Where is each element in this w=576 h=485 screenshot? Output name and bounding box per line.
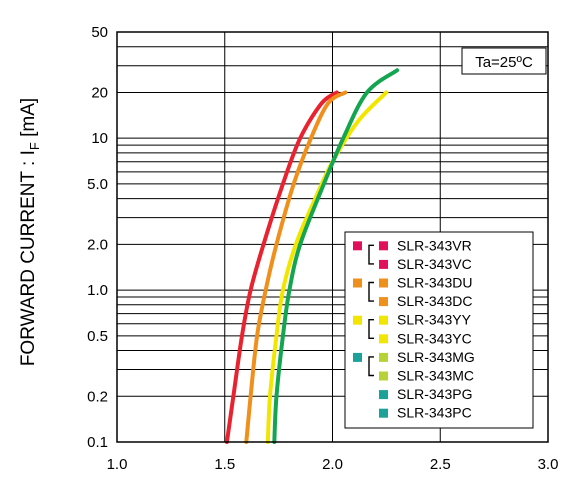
legend-group-swatch [353,241,362,251]
legend-bracket [368,319,374,339]
legend-item-label: SLR-343DU [397,275,472,291]
y-tick-label: 2.0 [87,236,108,253]
y-tick-label: 0.1 [87,434,108,451]
legend-item-swatch [379,259,388,269]
legend-item-label: SLR-343VR [397,237,472,253]
x-tick-label: 2.0 [322,456,343,473]
legend-item-swatch [379,352,388,362]
axes [116,31,549,443]
legend-item-label: SLR-343MG [397,349,475,365]
x-tick-label: 1.0 [107,456,128,473]
legend-bracket [368,244,374,265]
annotation-text: Ta=25ºC [475,54,533,71]
condition-annotation: Ta=25ºC [461,47,547,75]
x-tick-label: 2.5 [430,456,451,473]
legend-bracket [368,281,374,302]
y-tick-label: 0.5 [87,328,108,345]
legend-item-swatch [379,241,388,251]
legend-bracket [368,356,374,377]
x-tick-label: 3.0 [538,456,559,473]
legend-group-swatch [353,315,362,325]
legend-item-swatch [379,334,388,344]
legend: SLR-343VR SLR-343VC SLR-343DU SLR-343DC SLR-… [344,231,534,429]
y-tick-label: 10 [91,130,108,147]
y-tick-labels: 0.1 0.2 0.5 1.0 2.0 5.0 10 20 50 [87,24,108,451]
y-axis-label-unit: [mA] [18,98,39,142]
x-tick-label: 1.5 [214,456,235,473]
y-tick-label: 1.0 [87,282,108,299]
legend-item-label: SLR-343PG [397,386,472,402]
legend-group-swatch [353,352,362,362]
y-tick-label: 20 [91,84,108,101]
legend-item-swatch [379,408,388,418]
legend-box [344,231,534,429]
series-line-3 [265,90,389,444]
legend-item-label: SLR-343YY [397,312,472,328]
series-lines [224,68,400,444]
legend-item-label: SLR-343PC [397,405,472,421]
plot-frame [116,31,549,443]
y-tick-label: 5.0 [87,176,108,193]
series-line-2 [244,90,348,444]
legend-item-swatch [379,390,388,400]
y-tick-label: 50 [91,24,108,41]
y-axis-title: FORWARD CURRENT : IF [mA] [18,98,42,366]
y-axis-label: FORWARD CURRENT : IF [mA] [18,98,42,366]
y-tick-label: 0.2 [87,388,108,405]
legend-group-swatch [353,278,362,288]
x-tick-labels: 1.0 1.5 2.0 2.5 3.0 [107,456,559,473]
legend-item-label: SLR-343YC [397,330,472,346]
legend-item-swatch [379,297,388,307]
legend-item-label: SLR-343VC [397,256,472,272]
series-line-1 [224,90,339,444]
legend-item-swatch [379,371,388,381]
legend-item-swatch [379,278,388,288]
y-axis-label-subscript: F [27,142,42,150]
legend-item-swatch [379,315,388,325]
legend-item-label: SLR-343DC [397,293,472,309]
legend-item-label: SLR-343MC [397,368,474,384]
series-line-4 [272,68,400,444]
